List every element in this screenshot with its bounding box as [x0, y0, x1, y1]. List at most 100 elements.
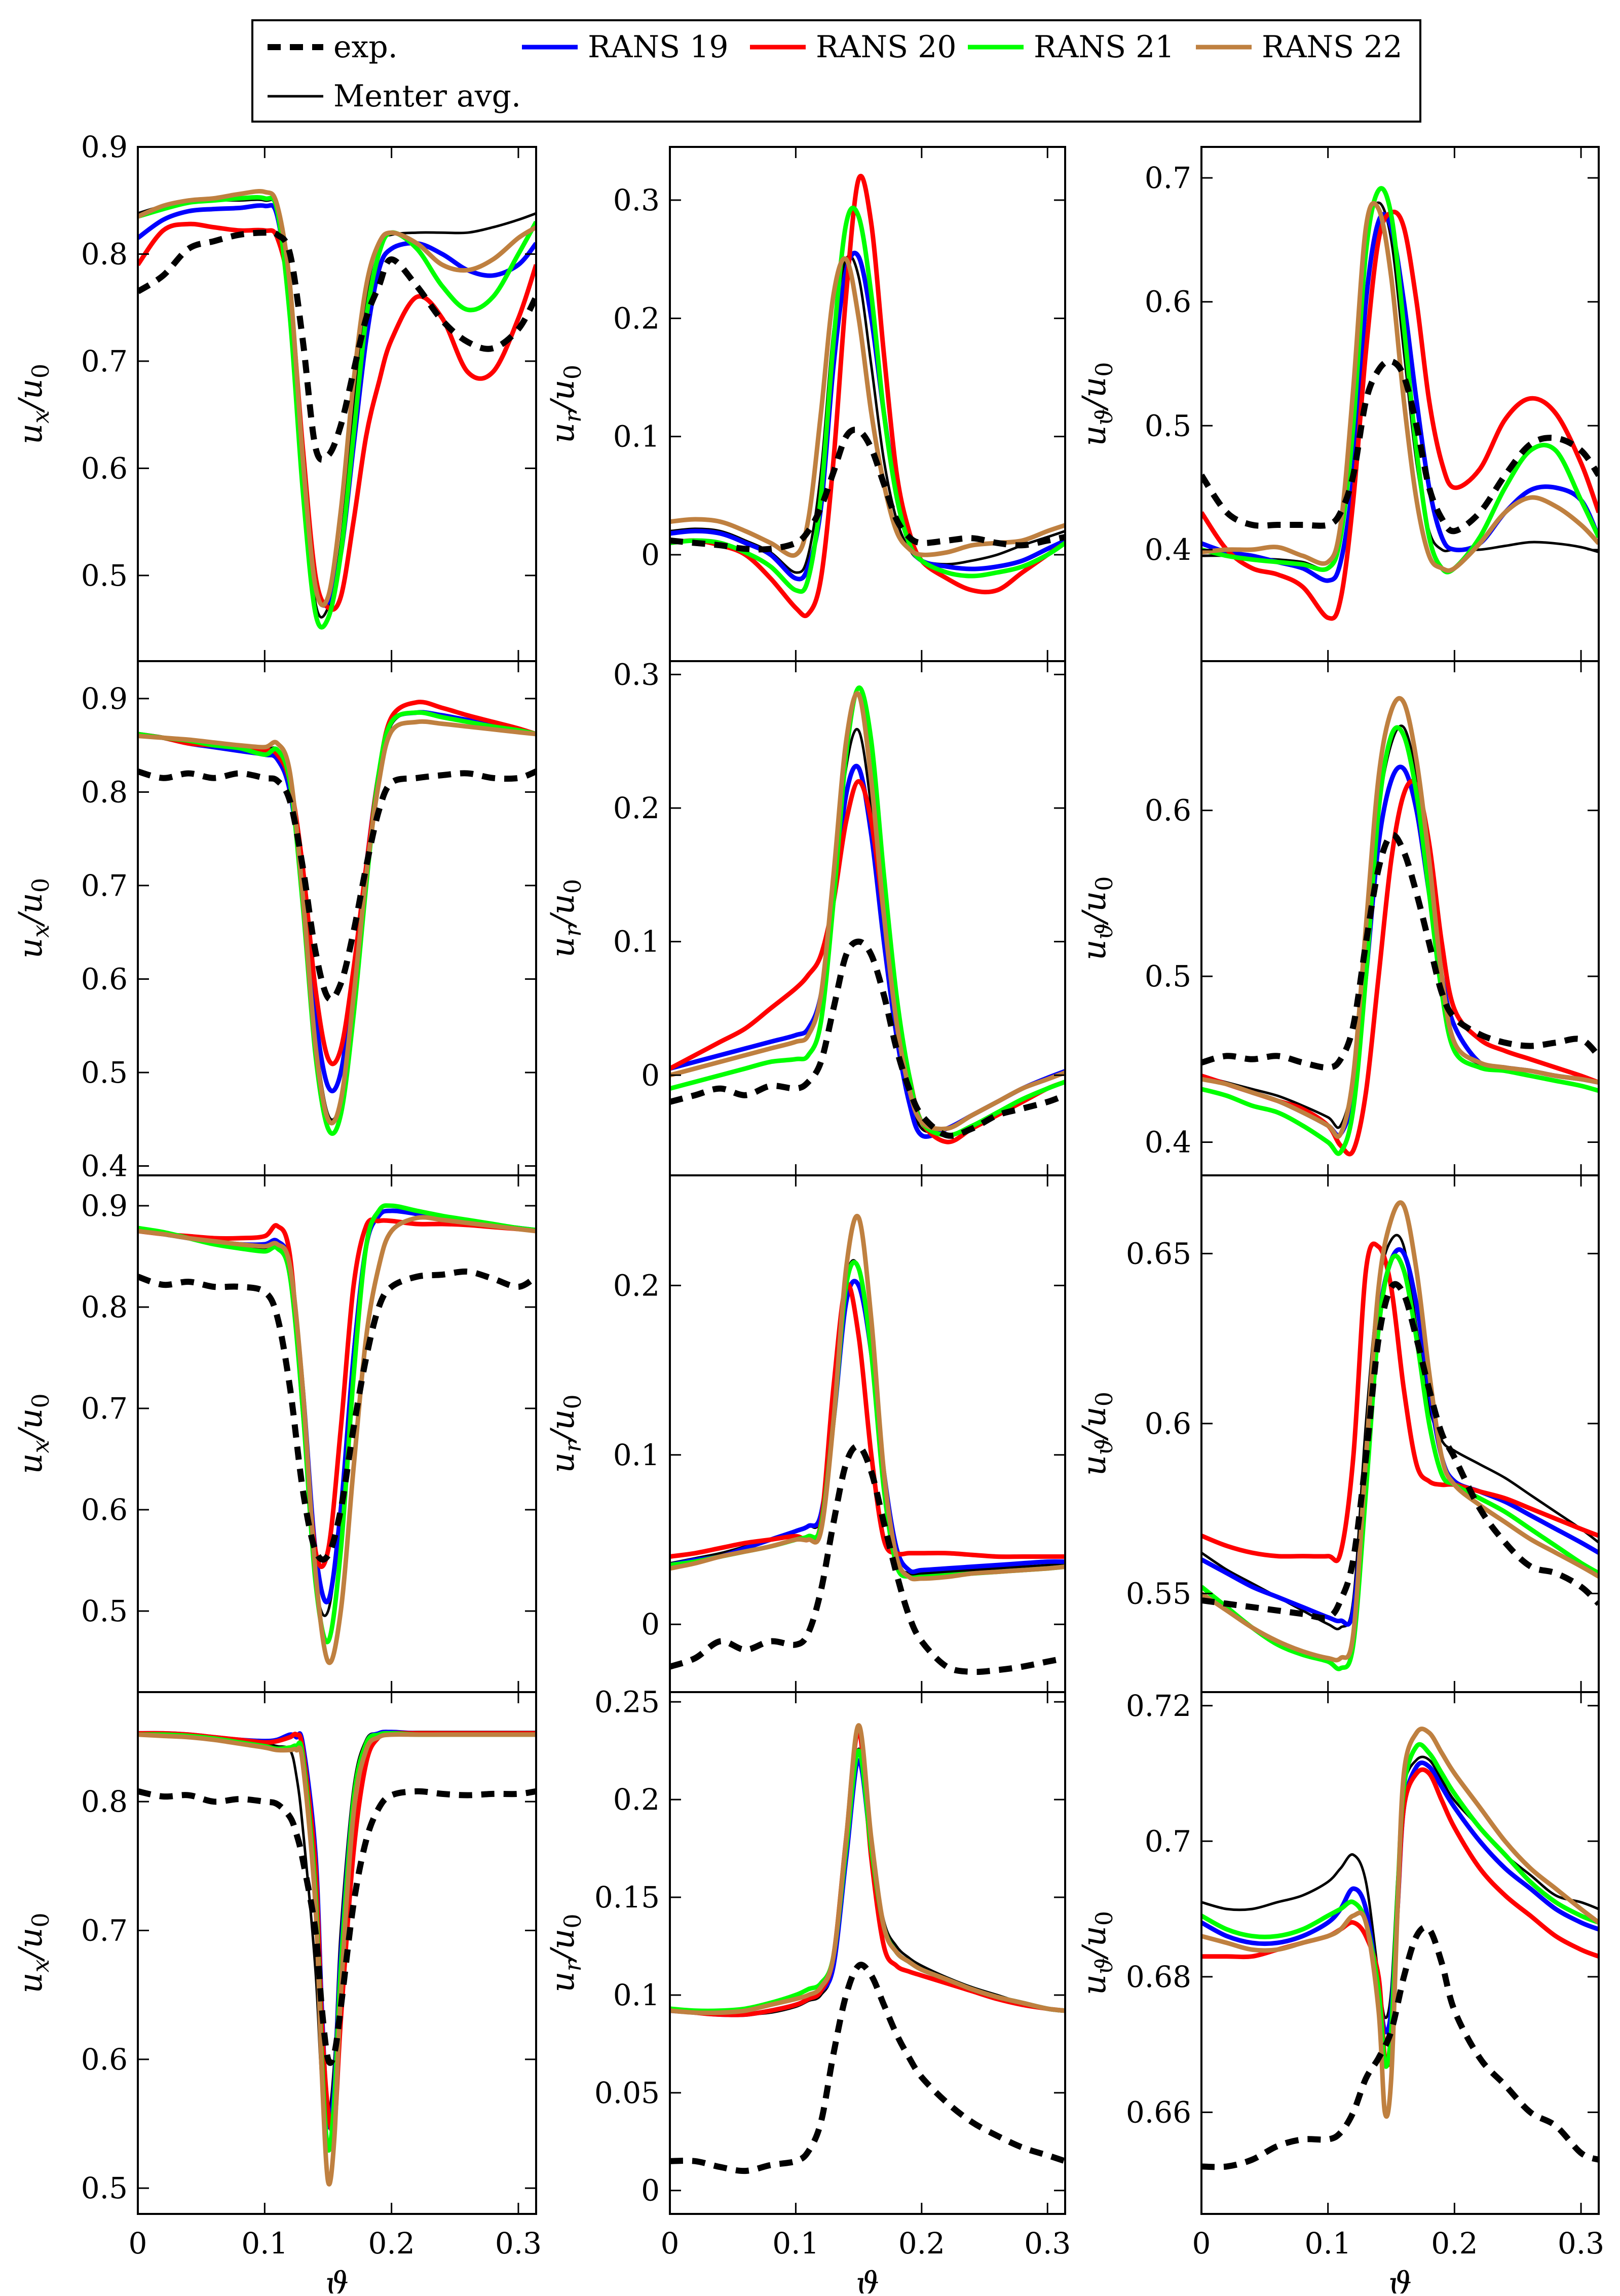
panel-r1c3: 0.4 0.5 0.6 0.7 uϑ/u0 [1076, 146, 1600, 662]
panel-r3c2-ylabel: ur/u0 [544, 1394, 586, 1473]
panel-r3c2-ytick-label: 0.1 [613, 1438, 660, 1472]
panel-r4c2-ytick-label: 0 [641, 2173, 660, 2208]
panel-r2c2-ytick-label: 0.2 [613, 791, 660, 825]
panel-r2c2-line-rans-22 [670, 691, 1065, 1131]
panel-r1c3-ytick-label: 0.4 [1145, 532, 1191, 567]
panel-r4c3-xtick-label: 0.2 [1431, 2226, 1478, 2261]
panel-r2c2-ylabel: ur/u0 [544, 879, 586, 958]
panel-r3c1-series [138, 1203, 536, 1665]
panel-r4c2-xlabel: ϑ [856, 2266, 879, 2293]
panel-r3c3-ytick-label: 0.6 [1145, 1406, 1191, 1441]
panel-r3c1-ytick-label: 0.5 [81, 1594, 128, 1628]
panel-r1c1: 0.5 0.6 0.7 0.8 0.9 ux/u0 [12, 130, 537, 662]
panel-r1c3-ytick-label: 0.7 [1145, 161, 1191, 195]
panel-r4c2: 0 0.05 0.1 0.15 0.2 0.25 0 0.1 0.2 0.3 ϑ ur/u0 [544, 1685, 1071, 2296]
panel-r4c1-line-rans-22 [138, 1732, 536, 2187]
panel-r2c3-ytick-label: 0.5 [1145, 959, 1191, 993]
panel-r1c1-ylabel: ux/u0 [12, 364, 54, 444]
panel-r2c1-ytick-label: 0.6 [81, 962, 128, 996]
panel-r4c1-ytick-label: 0.8 [81, 1784, 128, 1819]
panel-r4c3-xtick-label: 0.1 [1305, 2226, 1351, 2261]
panel-r2c1-line-rans-21 [138, 710, 536, 1136]
panel-r3c2-line-exp [670, 1443, 1065, 1675]
panel-r2c3-ylabel: uϑ/u0 [1076, 876, 1118, 960]
panel-r4c1-series [138, 1730, 536, 2187]
legend-rans-22: RANS 22 [1196, 29, 1403, 65]
panel-r3c3-line-menter-avg [1201, 1234, 1599, 1631]
panel-r1c1-ytick-label: 0.8 [81, 237, 128, 271]
panel-r4c3-ylabel: uϑ/u0 [1076, 1911, 1118, 1995]
panel-r4c2-ytick-label: 0.2 [613, 1782, 660, 1817]
panel-r3c1-line-exp [138, 1268, 536, 1563]
panel-r1c2-line-rans-21 [670, 205, 1065, 594]
legend-exp: exp. [268, 29, 398, 65]
panel-r1c1-line-rans-19 [138, 203, 536, 608]
panel-r3c2-series [670, 1214, 1065, 1675]
panel-r4c1-line-exp [138, 1788, 536, 2066]
panel-r1c2-line-exp [670, 427, 1065, 553]
panel-r3c1-line-rans-22 [138, 1215, 536, 1665]
panel-r2c3-line-exp [1201, 832, 1599, 1071]
panel-r1c2-line-rans-19 [670, 250, 1065, 582]
panel-r4c1-ytick-label: 0.7 [81, 1913, 128, 1947]
panel-r2c1-ylabel: ux/u0 [12, 878, 54, 959]
legend-rans-19-label: RANS 19 [588, 29, 729, 65]
panel-r3c3-line-rans-20 [1201, 1241, 1599, 1563]
panel-r3c1-ytick-label: 0.7 [81, 1391, 128, 1426]
panel-r1c3-ytick-label: 0.5 [1145, 408, 1191, 443]
panel-r2c1-line-exp [138, 768, 536, 1003]
panel-r2c3-ytick-label: 0.4 [1145, 1125, 1191, 1160]
panel-r4c2-line-rans-22 [670, 1723, 1065, 2015]
panel-r4c3-xtick-label: 0.3 [1558, 2226, 1604, 2261]
panel-r2c3-line-rans-21 [1201, 725, 1599, 1156]
panel-r4c1-frame [137, 1691, 537, 2215]
panel-r4c3-ytick-label: 0.72 [1126, 1689, 1191, 1723]
panel-r2c2-series [670, 685, 1065, 1144]
panel-r4c3: 0.66 0.68 0.7 0.72 0 0.1 0.2 0.3 ϑ uϑ/u0 [1076, 1689, 1604, 2296]
panel-r2c1-ytick-label: 0.8 [81, 775, 128, 809]
panel-r4c1-ytick-label: 0.5 [81, 2171, 128, 2205]
panel-r1c2-ylabel: ur/u0 [544, 365, 586, 443]
panel-r1c1-line-exp [138, 229, 536, 463]
panel-r4c1-xtick-label: 0.1 [241, 2226, 288, 2261]
panel-r3c3-ylabel: uϑ/u0 [1076, 1392, 1118, 1476]
panel-r4c1-xtick-label: 0.2 [368, 2226, 415, 2261]
panel-r4c1-xlabel: ϑ [325, 2266, 349, 2293]
panel-r4c2-ytick-label: 0.25 [594, 1685, 660, 1719]
panel-r2c3-line-rans-20 [1201, 779, 1599, 1157]
panel-r1c1-ytick-label: 0.5 [81, 558, 128, 593]
panel-r4c2-frame [669, 1691, 1066, 2215]
panel-r1c2-ytick-label: 0.1 [613, 419, 660, 454]
panel-r2c2-ytick-label: 0.1 [613, 925, 660, 959]
panel-r2c3-series [1201, 696, 1599, 1157]
panel-r4c2-xtick-label: 0.1 [772, 2226, 819, 2261]
panel-r4c1-ylabel: ux/u0 [12, 1912, 54, 1993]
panel-r2c1-ytick-label: 0.5 [81, 1055, 128, 1090]
panel-r3c1-ylabel: ux/u0 [12, 1393, 54, 1474]
panel-r4c2-ylabel: ur/u0 [544, 1914, 586, 1992]
panel-r1c2: 0 0.1 0.2 0.3 ur/u0 [544, 146, 1066, 662]
panel-r1c1-ytick-label: 0.7 [81, 344, 128, 378]
panel-r1c1-ytick-label: 0.6 [81, 451, 128, 485]
panel-r4c3-line-rans-22 [1201, 1727, 1599, 2119]
panel-r3c2: 0 0.1 0.2 ur/u0 [544, 1174, 1066, 1693]
panel-r4c2-ytick-label: 0.05 [594, 2076, 660, 2110]
panel-r3c3-ytick-label: 0.55 [1126, 1576, 1191, 1611]
panel-r1c1-line-rans-22 [138, 189, 536, 608]
panel-r3c3: 0.55 0.6 0.65 uϑ/u0 [1076, 1174, 1600, 1693]
panel-r3c3-line-exp [1201, 1281, 1599, 1621]
panel-r3c2-line-rans-22 [670, 1214, 1065, 1582]
panel-r1c2-ytick-label: 0.3 [613, 183, 660, 217]
panel-r2c1-series [138, 700, 536, 1136]
legend-box [251, 19, 1421, 123]
panel-r1c2-series [670, 173, 1065, 619]
panel-r1c3-series [1201, 186, 1599, 621]
panel-r4c2-ytick-label: 0.15 [594, 1880, 660, 1915]
panel-r1c3-ylabel: uϑ/u0 [1076, 362, 1118, 446]
panel-r4c2-series [670, 1723, 1065, 2174]
panel-r4c3-frame [1200, 1691, 1600, 2215]
panel-r3c3-line-rans-21 [1201, 1253, 1599, 1671]
panel-r3c1-ytick-label: 0.9 [81, 1189, 128, 1223]
panel-r3c1-ytick-label: 0.6 [81, 1493, 128, 1527]
legend-rans-19: RANS 19 [522, 29, 729, 65]
